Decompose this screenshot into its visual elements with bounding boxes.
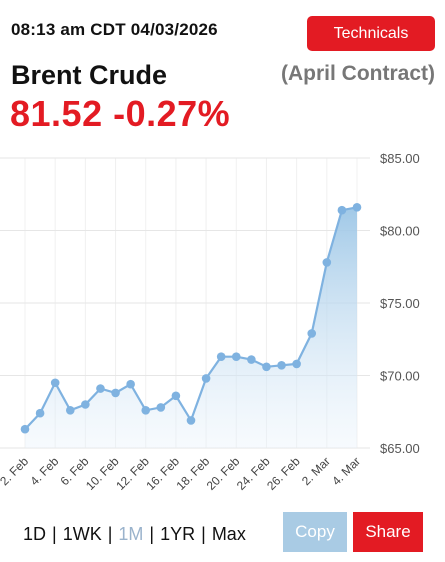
data-point[interactable] [352,203,362,212]
data-point[interactable] [126,379,135,389]
price-chart[interactable]: $85.00$80.00$75.00$70.00$65.00 2. Feb4. … [0,140,445,500]
range-option-1yr[interactable]: 1YR [160,524,196,544]
data-point[interactable] [262,362,271,372]
data-point[interactable] [81,400,90,409]
data-point[interactable] [50,378,60,388]
data-point[interactable] [231,352,241,361]
y-tick-label: $75.00 [380,296,420,311]
y-tick-label: $80.00 [380,224,420,239]
x-tick-label: 26. Feb [264,454,303,493]
contract-label: (April Contract) [281,62,435,85]
data-point[interactable] [111,388,120,398]
share-button[interactable]: Share [353,512,423,552]
price-quote: 81.52 -0.27% [10,93,231,134]
range-separator: | [149,524,155,544]
technicals-button[interactable]: Technicals [307,16,435,51]
range-option-1d[interactable]: 1D [23,524,47,544]
data-point[interactable] [20,424,30,434]
data-point[interactable] [216,352,226,361]
y-tick-label: $65.00 [380,441,420,456]
range-separator: | [201,524,206,544]
data-point[interactable] [171,391,181,401]
range-selector: 1D | 1WK | 1M | 1YR | Max [23,524,246,545]
range-separator: | [107,524,113,544]
copy-button[interactable]: Copy [283,512,347,552]
x-tick-label: 4. Feb [27,454,61,488]
data-point[interactable] [322,258,332,267]
data-point[interactable] [277,361,286,370]
y-tick-label: $70.00 [380,369,420,384]
data-point[interactable] [35,408,45,418]
range-option-max[interactable]: Max [211,524,246,544]
data-point[interactable] [307,329,317,338]
data-point[interactable] [292,359,301,369]
range-separator: | [52,524,57,544]
range-option-1m[interactable]: 1M [118,524,144,544]
data-point[interactable] [201,374,211,383]
timestamp: 08:13 am CDT 04/03/2026 [11,20,218,39]
price-area [25,207,357,448]
data-point[interactable] [141,406,151,415]
data-point[interactable] [247,355,256,364]
x-tick-label: 2. Feb [0,454,31,488]
x-tick-label: 2. Mar [299,454,333,488]
data-point[interactable] [156,403,166,412]
y-tick-label: $85.00 [380,151,420,166]
data-point[interactable] [65,406,75,415]
instrument-title: Brent Crude [11,60,168,90]
data-point[interactable] [337,205,347,215]
data-point[interactable] [96,384,105,393]
data-point[interactable] [186,416,196,425]
x-tick-label: 4. Mar [329,454,363,488]
range-option-1wk[interactable]: 1WK [62,524,102,544]
